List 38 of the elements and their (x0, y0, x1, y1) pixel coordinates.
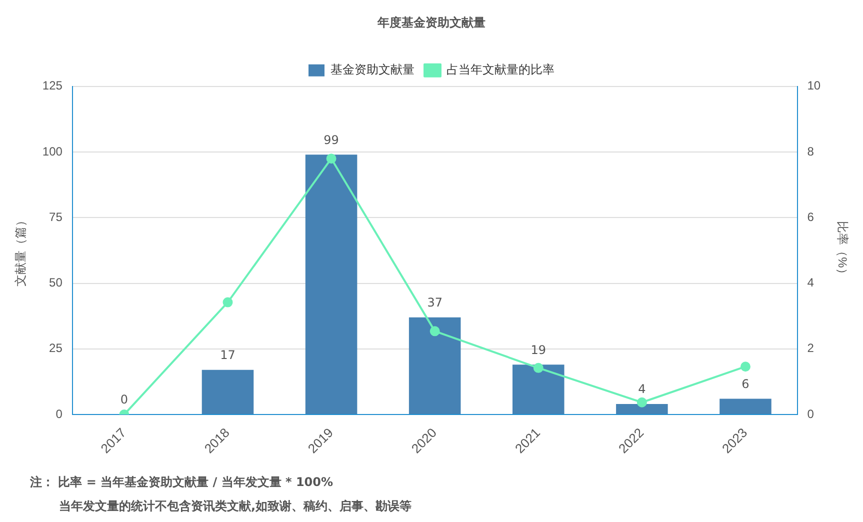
point (533, 362, 544, 373)
y-tick-label: 0 (56, 406, 63, 421)
bar (720, 398, 772, 414)
y2-tick-label: 2 (807, 341, 814, 356)
data-label: 99 (324, 132, 339, 147)
text: 注： 比率 = 当年基金资助文献量 / 当年发文量 * 100% (30, 474, 334, 491)
point (222, 297, 233, 308)
bar (408, 317, 461, 414)
y-tick-label: 25 (49, 341, 63, 356)
point (740, 362, 750, 372)
y-tick-label: 100 (42, 144, 63, 158)
y2-tick-label: 6 (807, 210, 814, 224)
data-label: 37 (427, 296, 442, 310)
data-label: 4 (638, 382, 646, 396)
legend-label: 基金资助文献量 (330, 62, 414, 77)
data-label: 19 (530, 342, 546, 357)
chart-title: 年度基金资助文献量 (376, 16, 486, 30)
y2-tick-label: 4 (807, 276, 814, 290)
legend-label: 占当年文献量的比率 (446, 62, 554, 77)
point (326, 154, 336, 164)
data-label: 17 (220, 348, 236, 362)
y2-tick-label: 8 (807, 144, 814, 158)
bar (305, 154, 358, 414)
point (430, 326, 440, 336)
bar (616, 404, 668, 414)
y2-tick-label: 10 (807, 78, 821, 93)
y-tick-label: 125 (42, 78, 63, 93)
y2-tick-label: 0 (807, 406, 814, 421)
y-tick-label: 75 (49, 210, 63, 224)
y2-axis-title: 比率（%） (835, 221, 850, 280)
point (636, 397, 647, 408)
bar (512, 364, 564, 414)
data-label: 0 (120, 392, 128, 407)
y-tick-label: 50 (49, 276, 63, 290)
data-label: 6 (742, 376, 750, 391)
bar (202, 370, 254, 414)
y-axis-title: 文献量（篇） (14, 214, 28, 286)
text: 当年发文量的统计不包含资讯类文献,如致谢、稿约、启事、勘误等 (58, 498, 412, 515)
